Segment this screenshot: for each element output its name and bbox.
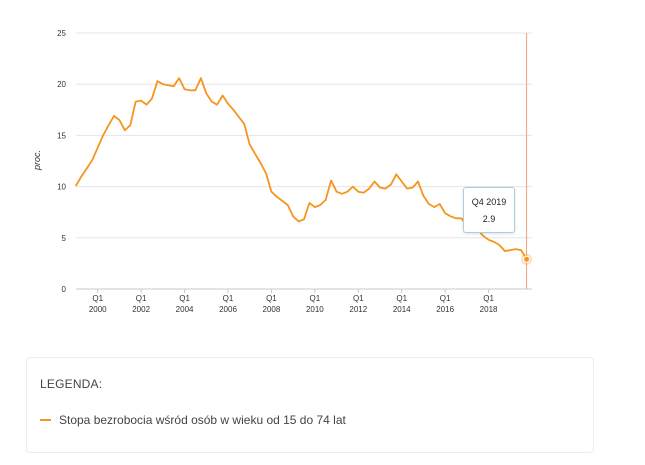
x-tick-quarter: Q1	[353, 294, 364, 303]
legend-swatch	[40, 419, 51, 421]
x-tick-quarter: Q1	[266, 294, 277, 303]
x-tick-quarter: Q1	[92, 294, 103, 303]
x-tick-year: 2002	[132, 305, 150, 314]
legend-title: LEGENDA:	[40, 377, 103, 391]
legend-item-label: Stopa bezrobocia wśród osób w wieku od 1…	[59, 413, 346, 427]
x-tick-year: 2018	[480, 305, 498, 314]
y-tick-label: 10	[57, 183, 66, 192]
x-tick-quarter: Q1	[223, 294, 234, 303]
tooltip-period: Q4 2019	[471, 197, 507, 207]
legend-item[interactable]: Stopa bezrobocia wśród osób w wieku od 1…	[40, 413, 346, 427]
grid	[76, 32, 532, 290]
x-tick-year: 2014	[393, 305, 411, 314]
x-tick-year: 2006	[219, 305, 237, 314]
x-tick-quarter: Q1	[483, 294, 494, 303]
y-tick-label: 20	[57, 80, 66, 89]
legend: LEGENDA: Stopa bezrobocia wśród osób w w…	[26, 357, 594, 453]
y-tick-label: 25	[57, 29, 66, 38]
tooltip-value: 2.9	[482, 214, 496, 224]
y-axis-ticks: 0 5 10 15 20 25	[57, 29, 66, 294]
x-tick-quarter: Q1	[310, 294, 321, 303]
x-tick-year: 2008	[263, 305, 281, 314]
x-tick-year: 2000	[89, 305, 107, 314]
x-tick-quarter: Q1	[136, 294, 147, 303]
x-tick-quarter: Q1	[440, 294, 451, 303]
x-tick-year: 2016	[436, 305, 454, 314]
y-axis-label: proc.	[32, 150, 42, 171]
y-tick-label: 5	[62, 234, 67, 243]
x-tick-quarter: Q1	[179, 294, 190, 303]
x-tick-year: 2012	[349, 305, 367, 314]
x-tick-year: 2004	[176, 305, 194, 314]
x-tick-year: 2010	[306, 305, 324, 314]
series-line[interactable]	[75, 77, 528, 261]
data-points	[521, 253, 533, 265]
tooltip: Q4 2019 2.9	[463, 187, 515, 233]
x-axis-ticks: Q1 2000 Q1 2002 Q1 2004 Q1 2006 Q1 2008 Q1 2010 Q1 20…	[89, 289, 498, 314]
chart: 0 5 10 15 20 25 Q1 2000 Q1 2002 Q1 2004 Q1 2006 Q1 200…	[32, 29, 533, 314]
y-tick-label: 0	[62, 285, 67, 294]
highlight-point[interactable]	[523, 255, 531, 263]
y-tick-label: 15	[57, 131, 66, 140]
x-tick-quarter: Q1	[396, 294, 407, 303]
